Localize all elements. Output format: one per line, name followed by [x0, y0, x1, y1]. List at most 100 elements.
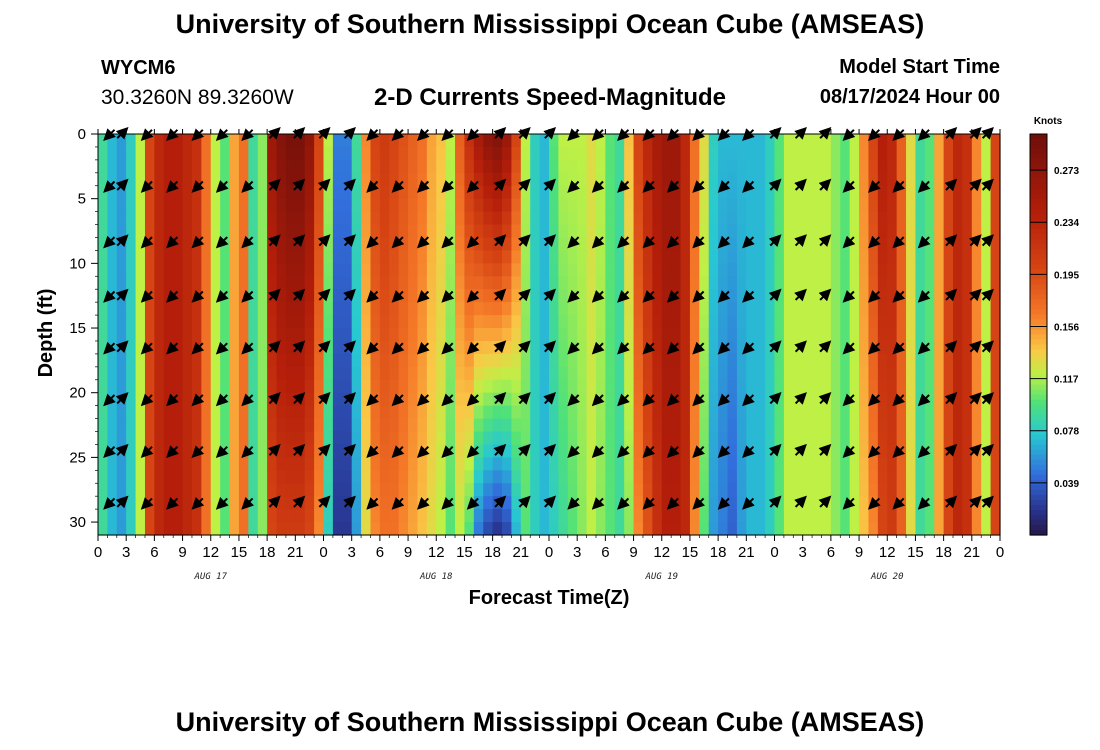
current-vector-arrow	[391, 290, 405, 303]
heatmap-cell	[370, 302, 381, 316]
heatmap-cell	[661, 263, 672, 277]
heatmap-cell	[595, 302, 606, 316]
heatmap-cell	[605, 250, 616, 264]
heatmap-cell	[445, 224, 456, 239]
heatmap-cell	[567, 146, 578, 161]
heatmap-cell	[624, 405, 635, 420]
heatmap-cell	[934, 198, 945, 213]
heatmap-cell	[765, 483, 776, 497]
heatmap-cell	[774, 444, 785, 458]
heatmap-cell	[633, 146, 644, 161]
heatmap-cell	[220, 250, 231, 264]
heatmap-cell	[483, 509, 494, 523]
heatmap-cell	[135, 340, 146, 355]
heatmap-cell	[549, 353, 559, 368]
heatmap-cell	[361, 353, 372, 368]
heatmap-cell	[595, 366, 606, 381]
heatmap-cell	[257, 276, 268, 290]
heatmap-cell	[267, 146, 278, 161]
heatmap-cell	[577, 185, 588, 200]
heatmap-cell	[642, 172, 653, 187]
heatmap-cell	[849, 302, 860, 316]
heatmap-cell	[718, 522, 729, 536]
heatmap-cell	[680, 159, 691, 174]
current-vector-arrow	[268, 178, 281, 192]
heatmap-cell	[285, 237, 296, 252]
heatmap-cell	[624, 211, 635, 226]
heatmap-cell	[605, 483, 616, 497]
heatmap-cell	[624, 366, 635, 381]
heatmap-cell	[812, 211, 823, 226]
heatmap-cell	[511, 353, 522, 368]
heatmap-cell	[708, 431, 719, 446]
heatmap-cell	[276, 496, 287, 510]
current-vector-arrow	[692, 290, 706, 303]
heatmap-cell	[323, 198, 334, 213]
heatmap-cell	[887, 522, 898, 536]
heatmap-cell	[398, 185, 409, 200]
heatmap-cell	[154, 509, 165, 523]
heatmap-cell	[830, 457, 841, 471]
heatmap-cell	[802, 328, 813, 342]
current-vector-arrow	[969, 443, 982, 457]
heatmap-cell	[680, 353, 691, 368]
heatmap-cell	[248, 146, 259, 161]
heatmap-cell	[586, 224, 597, 239]
heatmap-cell	[426, 302, 437, 316]
heatmap-cell	[323, 405, 334, 420]
heatmap-cell	[191, 211, 202, 226]
heatmap-cell	[746, 366, 757, 381]
heatmap-cell	[323, 392, 334, 407]
heatmap-cell	[342, 405, 353, 420]
colorbar-segment	[1030, 169, 1047, 175]
heatmap-cell	[436, 522, 447, 536]
heatmap-cell	[746, 159, 757, 174]
heatmap-cell	[774, 366, 785, 381]
heatmap-cell	[304, 366, 315, 381]
heatmap-cell	[680, 237, 691, 252]
current-vector-arrow	[103, 180, 116, 193]
heatmap-cell	[492, 134, 503, 148]
heatmap-cell	[567, 276, 578, 290]
current-vector-arrow	[666, 341, 680, 355]
heatmap-cell	[746, 172, 757, 187]
heatmap-cell	[342, 211, 353, 226]
heatmap-cell	[98, 405, 108, 420]
heatmap-cell	[558, 509, 569, 523]
heatmap-cell	[642, 224, 653, 239]
heatmap-cell	[915, 483, 926, 497]
heatmap-cell	[107, 224, 118, 239]
heatmap-cell	[314, 211, 325, 226]
heatmap-cell	[154, 340, 165, 355]
heatmap-cell	[859, 328, 870, 342]
heatmap-cell	[530, 470, 541, 484]
heatmap-cell	[229, 340, 240, 355]
heatmap-cell	[98, 483, 108, 497]
heatmap-cell	[943, 302, 954, 316]
heatmap-cell	[859, 522, 870, 536]
heatmap-cell	[849, 457, 860, 471]
heatmap-cell	[144, 522, 155, 536]
heatmap-cell	[530, 250, 541, 264]
heatmap-cell	[727, 146, 738, 161]
heatmap-cell	[586, 134, 597, 148]
heatmap-cell	[642, 366, 653, 381]
heatmap-cell	[821, 366, 832, 381]
heatmap-cell	[267, 224, 278, 239]
heatmap-cell	[595, 328, 606, 342]
heatmap-cell	[680, 211, 691, 226]
heatmap-cell	[614, 483, 625, 497]
heatmap-cell	[351, 431, 362, 446]
heatmap-cell	[624, 302, 635, 316]
heatmap-cell	[426, 405, 437, 420]
heatmap-cell	[98, 302, 108, 316]
heatmap-cell	[436, 237, 447, 252]
heatmap-cell	[351, 392, 362, 407]
heatmap-cell	[699, 457, 710, 471]
model-start-label: Model Start Time	[839, 56, 1000, 78]
heatmap-cell	[812, 250, 823, 264]
heatmap-cell	[210, 250, 221, 264]
heatmap-cell	[633, 328, 644, 342]
heatmap-cell	[182, 211, 193, 226]
current-vector-arrow	[317, 495, 331, 509]
